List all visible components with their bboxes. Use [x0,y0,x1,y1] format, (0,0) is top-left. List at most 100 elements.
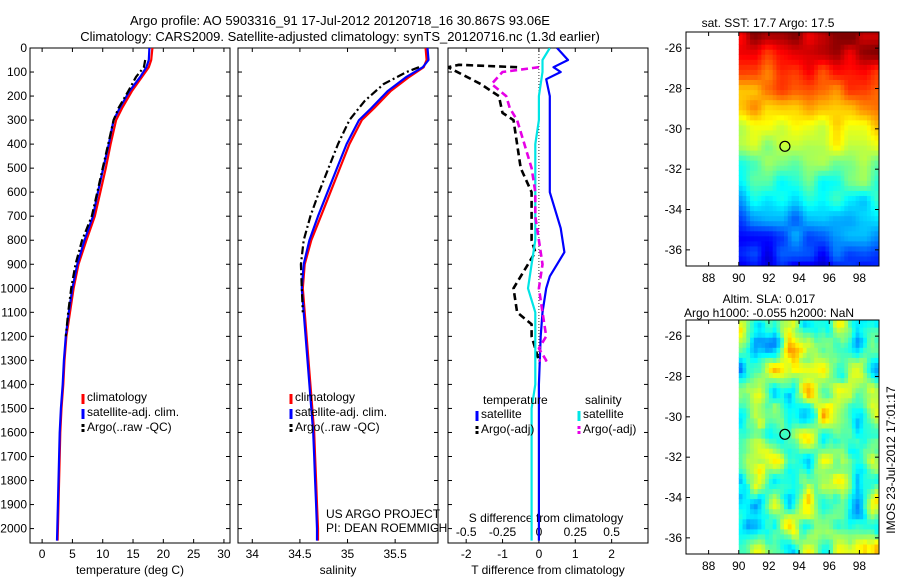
sst_map-cell [780,180,785,186]
sst_map-cell [866,195,872,202]
sla_map-cell [829,468,834,474]
sst_map-cell [836,79,842,86]
sla_map-cell [806,322,811,328]
sst_map-cell [738,175,744,181]
sst_map-cell [817,54,823,60]
salinity-legend-entry: Argo(..raw -QC) [295,420,380,434]
sst_map-cell [863,160,868,166]
sst_map-cell [836,109,842,116]
sst_map-cell [738,195,744,202]
sla_map-cell [821,392,827,399]
sst_map-cell [772,165,778,171]
sla_map-cell [829,407,834,414]
sst_map-cell [829,124,834,131]
sst_map-cell [833,155,838,161]
sst_map-cell [776,255,781,262]
sla_map-cell [855,523,860,530]
sst_map-cell [848,129,853,136]
sst_map-cell [806,94,811,101]
sst_map-cell [836,160,842,166]
sla_map-cell [791,402,796,409]
sla_map-cell [825,427,830,434]
sla_map-cell [848,448,853,454]
sla_map-cell [817,548,823,554]
sla_map-cell [768,453,774,459]
sst_map-cell [817,150,823,156]
sla_map-cell [791,367,796,374]
sla_map-cell [799,488,804,495]
sla_map-cell [810,513,815,520]
sla_map-cell [802,508,808,515]
sla_map-cell [855,412,860,419]
sla_map-cell [814,508,819,515]
sla_map-cell [817,498,823,505]
sst_map-cell [844,39,849,45]
sla_map-cell [791,463,796,469]
sst_map-cell [750,89,755,96]
sla_map-cell [817,538,823,545]
sla_map-cell [806,493,811,500]
sla_map-cell [840,412,845,419]
sst_map-cell [765,190,770,196]
sst_map-cell [874,255,879,262]
sla_map-cell [836,382,842,389]
sst_map-cell [866,114,872,121]
sst_map-cell [810,84,815,91]
sla_map-cell [772,377,778,384]
sla_map-cell [738,528,744,535]
sla_map-cell [765,543,770,550]
sla_map-cell [738,453,744,459]
sst_map-cell [780,235,785,242]
sla_map-cell [817,377,823,384]
sst_map-cell [874,129,879,136]
sst_map-cell [795,235,800,242]
sla_map-cell [738,463,744,469]
sla_map-cell [772,407,778,414]
sst_map-cell [825,54,830,60]
sla_map-cell [742,387,747,394]
sla_map-cell [866,417,872,424]
sst_map-cell [870,185,876,191]
sst_map-cell [836,255,842,262]
sst_map-cell [825,170,830,176]
sst_map-cell [799,79,804,86]
sla_map-cell [802,498,808,505]
sst_map-cell [833,119,838,126]
sst_map-cell [750,109,755,116]
sst_map-cell [746,255,751,262]
sla_map-cell [746,458,751,464]
sla_map-cell [765,377,770,384]
sst_map-cell [742,134,747,141]
sst_map-cell [844,69,849,75]
sla_map-cell [750,382,755,389]
sla_map-cell [836,493,842,500]
sst_map-cell [795,220,800,227]
sla_map-cell [772,528,778,535]
sst_map-cell [870,139,876,146]
sla_map-cell [855,372,860,379]
sla_map-cell [791,488,796,495]
depth-tick-label: 1200 [0,329,27,343]
sst_map-cell [750,134,755,141]
sla_map-cell [866,443,872,449]
sst_map-cell [848,59,853,65]
sst_map-cell [772,245,778,252]
sst_map-cell [761,69,766,75]
sst_map-cell [738,104,744,111]
sst_map-cell [768,99,774,106]
sst_map-cell [844,109,849,116]
sst_map-cell [738,79,744,86]
sst_map-cell [874,94,879,101]
sla_map-cell [840,342,845,348]
sla_map-cell [780,327,785,333]
sst_map-cell [851,180,857,186]
sst_map-cell [780,225,785,232]
difference-series-0 [537,48,570,541]
sla_map-cell [870,478,876,484]
sst_map-cell [795,54,800,60]
sla_map-cell [840,458,845,464]
sla_map-cell [859,508,864,515]
sst_map-cell [738,245,744,252]
sla_map-cell [859,407,864,414]
sla_map-cell [776,518,781,525]
